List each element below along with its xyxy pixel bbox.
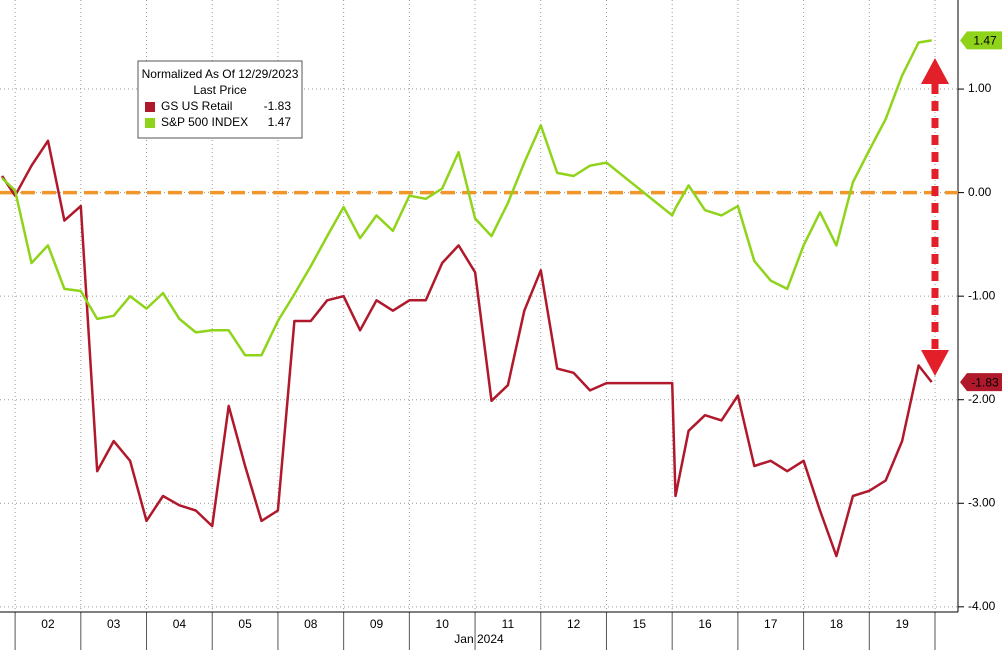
x-tick-label: 18: [830, 617, 844, 631]
gap-arrow: [921, 58, 949, 376]
legend-label: S&P 500 INDEX: [161, 115, 248, 129]
y-tick-label: -1.00: [968, 288, 996, 302]
legend-value: -1.83: [264, 99, 292, 113]
x-tick-label: 17: [764, 617, 778, 631]
x-tick-label: 15: [633, 617, 647, 631]
x-tick-label: 05: [238, 617, 252, 631]
x-tick-label: 03: [107, 617, 121, 631]
x-tick-label: 10: [436, 617, 450, 631]
legend-subtitle: Last Price: [193, 83, 247, 97]
legend-title: Normalized As Of 12/29/2023: [142, 67, 299, 81]
x-tick-label: 11: [502, 617, 515, 631]
x-tick-label: 02: [41, 617, 55, 631]
y-tick-label: 0.00: [968, 185, 992, 199]
legend-swatch: [145, 102, 155, 112]
legend-swatch: [145, 118, 155, 128]
x-tick-label: 12: [567, 617, 581, 631]
x-axis-label: Jan 2024: [454, 632, 504, 646]
x-tick-label: 09: [370, 617, 384, 631]
legend-value: 1.47: [268, 115, 292, 129]
y-tick-label: -3.00: [968, 495, 996, 509]
series-line: [1, 39, 932, 357]
y-tick-label: 1.00: [968, 81, 992, 95]
x-tick-label: 04: [173, 617, 187, 631]
last-value-tag: [960, 31, 1002, 50]
legend: Normalized As Of 12/29/2023 Last Price G…: [137, 60, 303, 139]
y-tick-label: -2.00: [968, 392, 996, 406]
arrow-head: [921, 350, 949, 376]
legend-box: [137, 60, 303, 139]
legend-label: GS US Retail: [161, 99, 232, 113]
x-tick-label: 16: [698, 617, 712, 631]
arrow-head: [921, 58, 949, 84]
last-value-label: 1.47: [973, 34, 997, 48]
y-tick-label: -4.00: [968, 599, 996, 613]
last-value-tag: [960, 373, 1002, 392]
series-line: [0, 139, 933, 558]
last-value-label: -1.83: [971, 375, 999, 389]
x-tick-label: 08: [304, 617, 318, 631]
x-tick-label: 19: [895, 617, 909, 631]
